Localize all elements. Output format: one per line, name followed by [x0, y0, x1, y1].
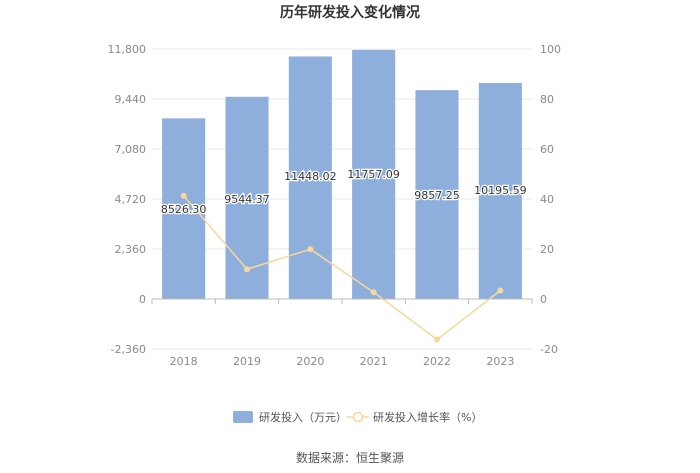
- y-left-tick-label: 0: [139, 293, 146, 306]
- legend-bar-swatch: [233, 411, 253, 423]
- x-tick-label: 2023: [486, 355, 514, 368]
- legend-bar-label: 研发投入（万元）: [259, 410, 347, 424]
- y-right-tick-label: 80: [540, 93, 554, 106]
- chart-title: 历年研发投入变化情况: [280, 4, 420, 21]
- bar-value-label: 9857.25: [414, 189, 460, 202]
- data-source: 数据来源：恒生聚源: [296, 450, 404, 465]
- y-left-tick-label: 2,360: [115, 243, 147, 256]
- bar: [478, 82, 522, 300]
- y-right-tick-label: 60: [540, 143, 554, 156]
- growth-rate-line: [183, 195, 501, 341]
- bar-value-label: 11448.02: [284, 170, 337, 183]
- growth-rate-point: [307, 246, 314, 253]
- data-labels: 8526.30 9544.37 11448.02 11757.09 9857.25 101…: [160, 167, 528, 218]
- growth-rate-point: [244, 266, 250, 273]
- y-left-tick-label: 9,440: [115, 93, 147, 106]
- y-right-tick-label: -20: [540, 343, 558, 356]
- y-left-tick-label: 4,720: [115, 193, 147, 206]
- y-left-tick-label: 11,800: [108, 43, 147, 56]
- bar-value-label: 10195.59: [474, 184, 527, 197]
- x-tick-label: 2020: [296, 355, 324, 368]
- y-right-tick-label: 40: [540, 193, 554, 206]
- gridlines: [152, 48, 532, 350]
- x-tick-label: 2019: [233, 355, 261, 368]
- y-left-tick-label: 7,080: [115, 143, 147, 156]
- y-left-tick-label: -2,360: [111, 343, 146, 356]
- bar-value-label: 11757.09: [347, 168, 400, 181]
- legend[interactable]: 研发投入（万元） 研发投入增长率（%）: [233, 410, 482, 424]
- line-series: [180, 192, 504, 343]
- y-right-tick-label: 100: [540, 43, 561, 56]
- axes: 11,800 9,440 7,080 4,720 2,360 0 -2,360 100 80 60…: [108, 43, 562, 368]
- bar-value-label: 9544.37: [224, 193, 270, 206]
- growth-rate-point: [434, 336, 440, 343]
- x-tick-label: 2022: [423, 355, 451, 368]
- bar: [162, 118, 206, 299]
- growth-rate-point: [497, 287, 504, 294]
- growth-rate-point: [370, 289, 377, 296]
- y-right-tick-label: 20: [540, 243, 554, 256]
- legend-line-label: 研发投入增长率（%）: [373, 410, 482, 424]
- bar-series: [162, 49, 522, 300]
- growth-rate-point: [180, 192, 187, 199]
- y-right-tick-label: 0: [540, 293, 547, 306]
- x-tick-label: 2018: [170, 355, 198, 368]
- bar: [415, 90, 459, 299]
- legend-line-marker: [352, 411, 364, 423]
- bar-value-label: 8526.30: [161, 203, 207, 216]
- bar: [352, 49, 396, 299]
- x-tick-label: 2021: [360, 355, 388, 368]
